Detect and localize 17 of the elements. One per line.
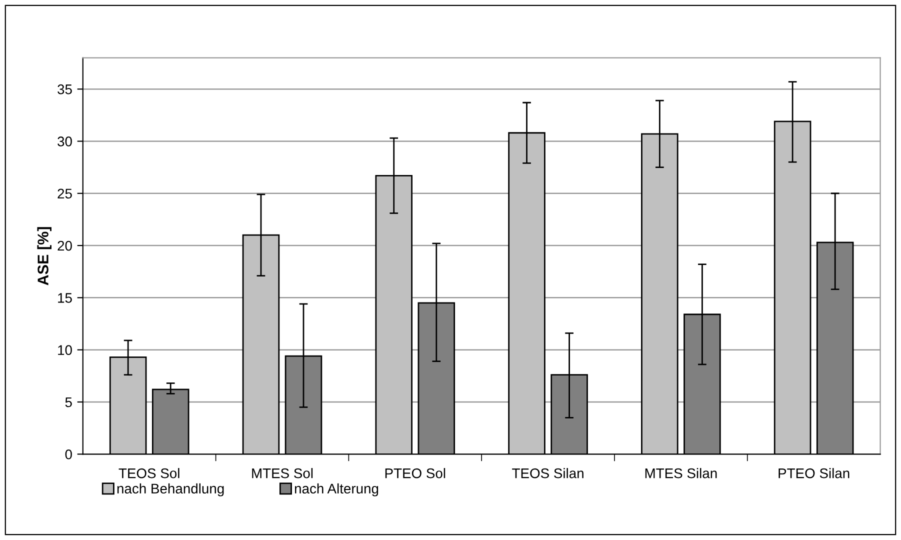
x-tick-label: PTEO Silan — [778, 468, 850, 478]
y-tick-label: 0 — [65, 449, 72, 460]
x-tick-label: PTEO Sol — [385, 468, 446, 478]
y-axis-title: ASE [%] — [37, 227, 52, 286]
x-tick-label: TEOS Silan — [512, 468, 584, 478]
x-tick-label: TEOS Sol — [118, 468, 180, 478]
y-tick-label: 15 — [58, 293, 72, 303]
y-tick-label: 20 — [58, 240, 72, 251]
y-tick-label: 35 — [58, 84, 72, 94]
x-tick-label: MTES Silan — [645, 468, 717, 478]
legend-label: nach Alterung — [294, 483, 378, 496]
y-tick-label: 25 — [58, 188, 72, 199]
y-tick-label: 10 — [58, 345, 72, 356]
legend-label: nach Behandlung — [117, 483, 224, 496]
y-tick-label: 30 — [58, 136, 72, 146]
y-tick-label: 5 — [65, 397, 72, 408]
x-tick-label: MTES Sol — [252, 468, 313, 478]
